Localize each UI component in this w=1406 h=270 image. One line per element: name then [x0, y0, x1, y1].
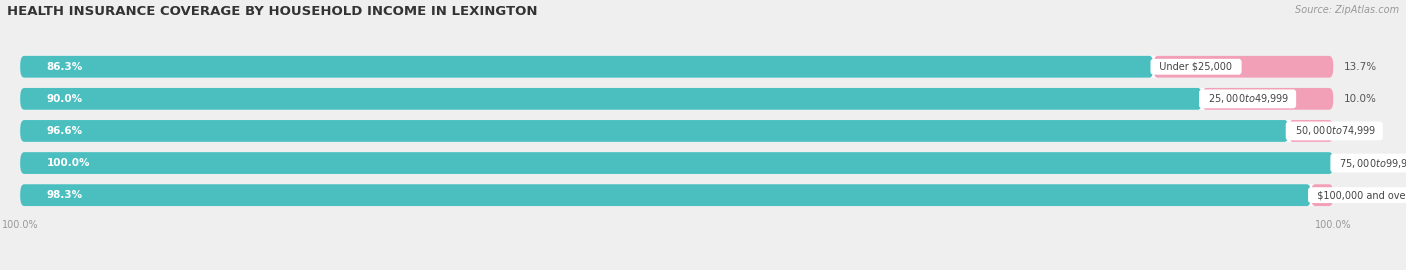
- Text: 3.4%: 3.4%: [1344, 126, 1371, 136]
- FancyBboxPatch shape: [20, 152, 1333, 174]
- FancyBboxPatch shape: [20, 120, 1333, 142]
- FancyBboxPatch shape: [20, 56, 1153, 78]
- Text: $100,000 and over: $100,000 and over: [1310, 190, 1406, 200]
- FancyBboxPatch shape: [20, 56, 1333, 78]
- Text: 98.3%: 98.3%: [46, 190, 83, 200]
- FancyBboxPatch shape: [1153, 56, 1333, 78]
- Text: $25,000 to $49,999: $25,000 to $49,999: [1202, 92, 1294, 105]
- Text: 10.0%: 10.0%: [1344, 94, 1376, 104]
- FancyBboxPatch shape: [20, 88, 1202, 110]
- Text: HEALTH INSURANCE COVERAGE BY HOUSEHOLD INCOME IN LEXINGTON: HEALTH INSURANCE COVERAGE BY HOUSEHOLD I…: [7, 5, 537, 18]
- FancyBboxPatch shape: [1289, 120, 1333, 142]
- Text: Source: ZipAtlas.com: Source: ZipAtlas.com: [1295, 5, 1399, 15]
- FancyBboxPatch shape: [1202, 88, 1333, 110]
- FancyBboxPatch shape: [1310, 184, 1333, 206]
- Text: $75,000 to $99,999: $75,000 to $99,999: [1333, 157, 1406, 170]
- FancyBboxPatch shape: [20, 184, 1310, 206]
- Text: 0.0%: 0.0%: [1344, 158, 1369, 168]
- Text: 90.0%: 90.0%: [46, 94, 83, 104]
- Text: 1.7%: 1.7%: [1344, 190, 1371, 200]
- Text: 100.0%: 100.0%: [46, 158, 90, 168]
- Text: 13.7%: 13.7%: [1344, 62, 1376, 72]
- FancyBboxPatch shape: [20, 120, 1289, 142]
- Text: Under $25,000: Under $25,000: [1153, 62, 1239, 72]
- Text: 96.6%: 96.6%: [46, 126, 83, 136]
- FancyBboxPatch shape: [20, 184, 1333, 206]
- Text: 86.3%: 86.3%: [46, 62, 83, 72]
- Text: $50,000 to $74,999: $50,000 to $74,999: [1289, 124, 1379, 137]
- FancyBboxPatch shape: [20, 88, 1333, 110]
- FancyBboxPatch shape: [20, 152, 1333, 174]
